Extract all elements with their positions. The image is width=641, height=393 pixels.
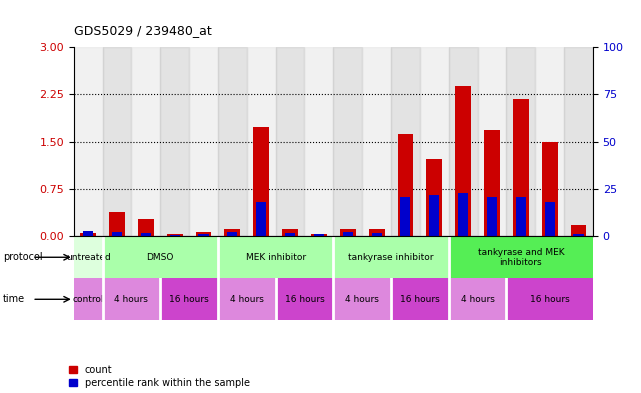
Text: tankyrase inhibitor: tankyrase inhibitor: [348, 253, 434, 262]
Bar: [340, 229, 356, 236]
Bar: [333, 278, 391, 320]
Bar: [369, 229, 385, 236]
Bar: [282, 229, 298, 236]
Bar: [513, 99, 529, 236]
Bar: [256, 202, 266, 236]
Bar: [224, 229, 240, 236]
Bar: [167, 234, 183, 236]
Bar: [535, 47, 564, 236]
Bar: [196, 233, 212, 236]
Text: MEK inhibitor: MEK inhibitor: [246, 253, 306, 262]
Bar: [449, 47, 478, 236]
Bar: [103, 236, 218, 278]
Bar: [397, 134, 413, 236]
Text: 4 hours: 4 hours: [230, 295, 263, 304]
Text: 4 hours: 4 hours: [115, 295, 148, 304]
Text: 16 hours: 16 hours: [400, 295, 440, 304]
Bar: [276, 278, 333, 320]
Bar: [138, 219, 154, 236]
Bar: [199, 234, 208, 236]
Bar: [333, 47, 362, 236]
Bar: [311, 234, 327, 236]
Bar: [74, 278, 103, 320]
Bar: [189, 47, 218, 236]
Text: 16 hours: 16 hours: [285, 295, 324, 304]
Bar: [449, 278, 506, 320]
Text: 4 hours: 4 hours: [345, 295, 379, 304]
Bar: [74, 236, 103, 278]
Bar: [170, 235, 179, 236]
Text: DMSO: DMSO: [147, 253, 174, 262]
Bar: [484, 130, 500, 236]
Bar: [285, 233, 295, 236]
Bar: [314, 234, 324, 236]
Bar: [343, 233, 353, 236]
Bar: [458, 193, 468, 236]
Bar: [141, 233, 151, 236]
Bar: [333, 236, 449, 278]
Bar: [506, 47, 535, 236]
Bar: [83, 231, 93, 236]
Bar: [506, 278, 593, 320]
Text: 16 hours: 16 hours: [169, 295, 209, 304]
Bar: [372, 233, 381, 236]
Bar: [478, 47, 506, 236]
Bar: [247, 47, 276, 236]
Bar: [80, 233, 96, 236]
Bar: [401, 197, 410, 236]
Bar: [253, 127, 269, 236]
Bar: [455, 86, 471, 236]
Bar: [391, 278, 449, 320]
Bar: [304, 47, 333, 236]
Bar: [362, 47, 391, 236]
Bar: [74, 47, 103, 236]
Bar: [103, 47, 131, 236]
Text: untreated: untreated: [66, 253, 110, 262]
Text: time: time: [3, 294, 26, 304]
Bar: [449, 236, 593, 278]
Bar: [276, 47, 304, 236]
Bar: [487, 197, 497, 236]
Bar: [103, 278, 160, 320]
Bar: [574, 234, 583, 236]
Text: 16 hours: 16 hours: [529, 295, 570, 304]
Bar: [426, 159, 442, 236]
Text: control: control: [72, 295, 104, 304]
Bar: [160, 47, 189, 236]
Text: tankyrase and MEK
inhibitors: tankyrase and MEK inhibitors: [478, 248, 564, 267]
Bar: [218, 236, 333, 278]
Bar: [228, 233, 237, 236]
Bar: [545, 202, 554, 236]
Text: 4 hours: 4 hours: [461, 295, 494, 304]
Legend: count, percentile rank within the sample: count, percentile rank within the sample: [69, 365, 249, 388]
Text: GDS5029 / 239480_at: GDS5029 / 239480_at: [74, 24, 212, 37]
Bar: [218, 278, 276, 320]
Bar: [420, 47, 449, 236]
Bar: [391, 47, 420, 236]
Text: protocol: protocol: [3, 252, 43, 262]
Bar: [112, 232, 122, 236]
Bar: [564, 47, 593, 236]
Bar: [516, 197, 526, 236]
Bar: [131, 47, 160, 236]
Bar: [218, 47, 247, 236]
Bar: [542, 142, 558, 236]
Bar: [429, 195, 439, 236]
Bar: [109, 212, 125, 236]
Bar: [570, 225, 587, 236]
Bar: [160, 278, 218, 320]
